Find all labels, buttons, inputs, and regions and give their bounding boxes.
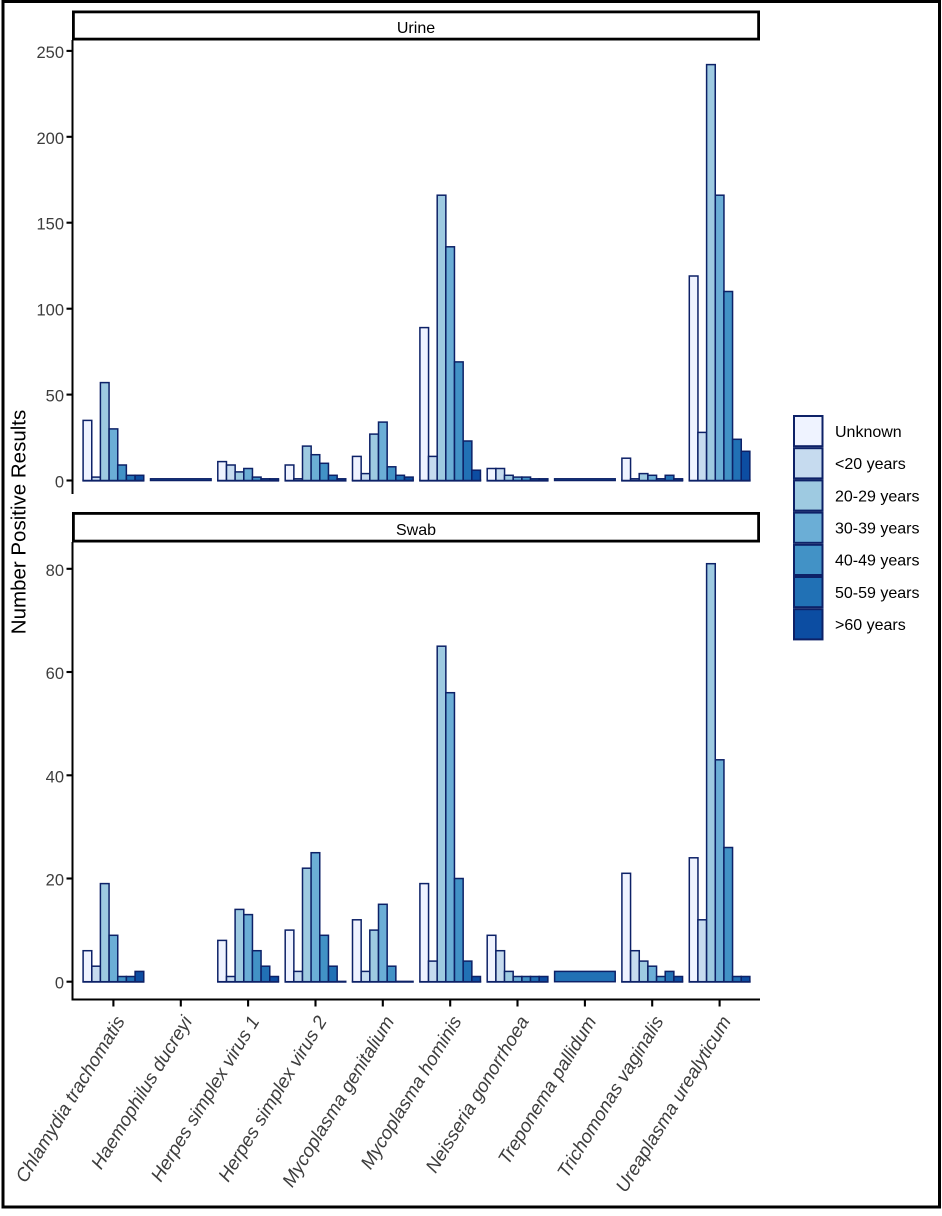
svg-text:250: 250 [36, 44, 64, 62]
svg-text:>60 years: >60 years [835, 617, 906, 634]
svg-text:50: 50 [46, 388, 64, 406]
svg-text:40: 40 [46, 768, 64, 786]
svg-text:0: 0 [55, 975, 64, 993]
svg-text:Swab: Swab [396, 522, 436, 539]
svg-text:20-29 years: 20-29 years [835, 488, 920, 505]
svg-text:Unknown: Unknown [835, 424, 902, 441]
svg-text:Number Positive Results: Number Positive Results [8, 410, 31, 634]
svg-text:80: 80 [46, 562, 64, 580]
svg-text:Urine: Urine [397, 20, 435, 37]
svg-text:50-59 years: 50-59 years [835, 585, 920, 602]
svg-text:0: 0 [55, 474, 64, 492]
svg-text:60: 60 [46, 665, 64, 683]
svg-text:150: 150 [36, 216, 64, 234]
svg-text:20: 20 [46, 872, 64, 890]
svg-text:200: 200 [36, 130, 64, 148]
svg-text:<20 years: <20 years [835, 456, 906, 473]
svg-text:40-49 years: 40-49 years [835, 553, 920, 570]
svg-text:100: 100 [36, 302, 64, 320]
svg-text:30-39 years: 30-39 years [835, 521, 920, 538]
